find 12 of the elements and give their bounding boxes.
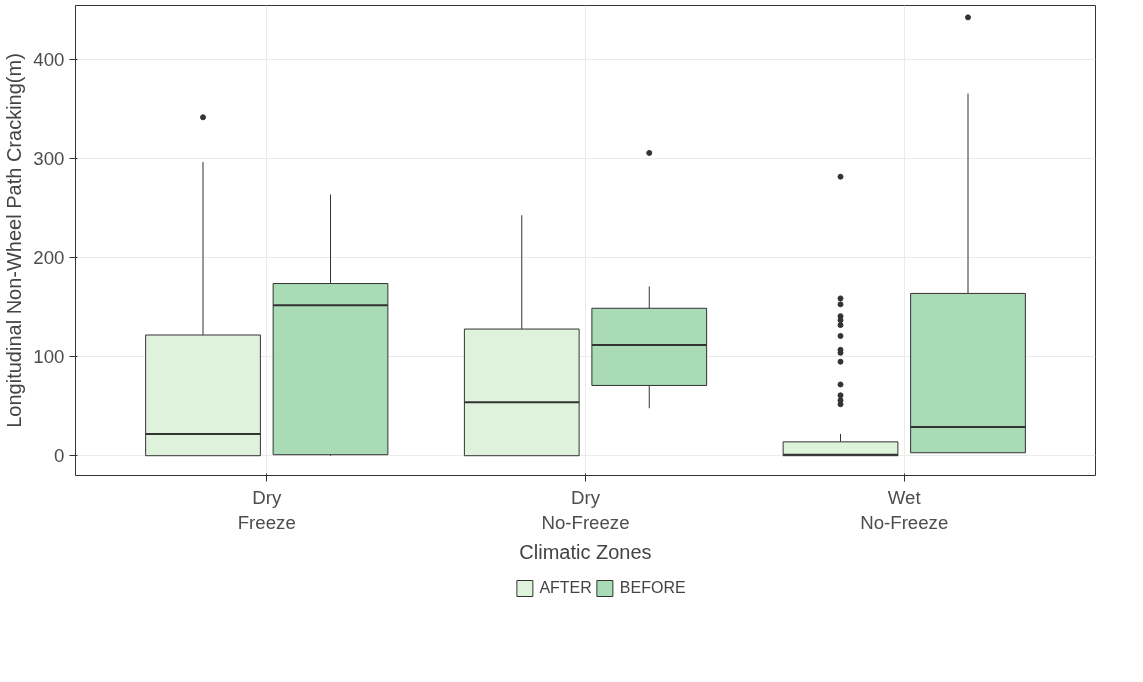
y-tick-label: 0 bbox=[54, 445, 65, 467]
y-tick-label: 300 bbox=[33, 148, 65, 170]
x-axis-title: Climatic Zones bbox=[519, 540, 652, 563]
x-tick-label: Dry Freeze bbox=[237, 486, 296, 533]
legend-label: BEFORE bbox=[619, 578, 686, 597]
y-axis-title: Longitudinal Non-Wheel Path Cracking(m) bbox=[3, 53, 26, 428]
y-tick-label: 400 bbox=[33, 49, 65, 71]
y-tick-label: 200 bbox=[33, 247, 65, 269]
legend-label: AFTER bbox=[539, 578, 592, 597]
y-tick-label: 100 bbox=[33, 346, 65, 368]
x-tick-label: Wet No-Freeze bbox=[860, 486, 949, 533]
x-tick-label: Dry No-Freeze bbox=[541, 486, 630, 533]
